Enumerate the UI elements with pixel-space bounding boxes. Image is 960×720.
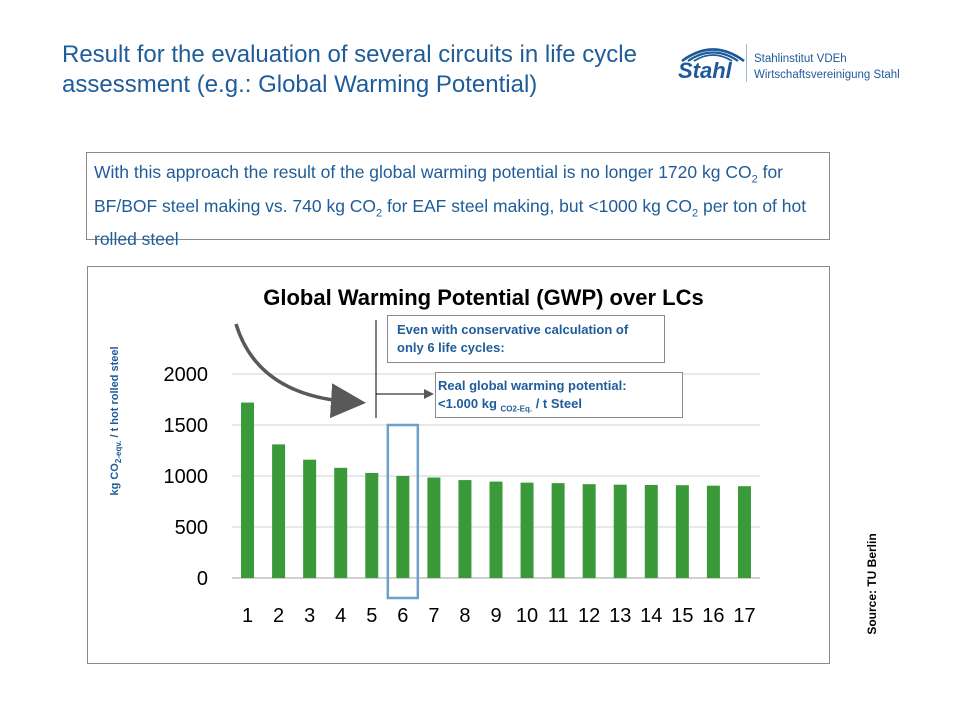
x-tick-label: 8 — [459, 605, 470, 627]
annotation-conservative: Even with conservative calculation of on… — [387, 315, 665, 363]
bar-11 — [551, 483, 565, 578]
x-tick-label: 2 — [273, 605, 284, 627]
bar-3 — [303, 459, 317, 578]
y-tick-label: 2000 — [164, 364, 209, 386]
y-tick-label: 500 — [175, 517, 208, 539]
x-tick-label: 11 — [548, 605, 569, 627]
summary-note: With this approach the result of the glo… — [86, 152, 830, 249]
x-tick-label: 16 — [702, 605, 724, 627]
logo-line-1: Stahlinstitut VDEh — [754, 53, 847, 65]
logo-divider — [746, 44, 747, 82]
logo-arc-icon — [681, 48, 745, 62]
bar-4 — [334, 467, 348, 578]
x-tick-label: 17 — [733, 605, 755, 627]
slide-title: Result for the evaluation of several cir… — [62, 41, 637, 98]
annotation-real-gwp-line2b: / t Steel — [532, 396, 582, 411]
curved-arrow-icon — [234, 323, 366, 419]
bar-17 — [737, 486, 751, 578]
annotation-real-gwp: Real global warming potential: <1.000 kg … — [435, 372, 683, 418]
bar-2 — [272, 444, 286, 578]
chart-frame: Global Warming Potential (GWP) over LCs … — [87, 266, 830, 664]
note-sub-1: 2 — [751, 173, 758, 186]
x-tick-label: 6 — [397, 605, 408, 627]
bar-16 — [706, 485, 720, 578]
note-text-2: for BF/BOF steel making vs. 740 kg CO — [94, 162, 784, 216]
x-tick-label: 4 — [335, 605, 346, 627]
bar-7 — [427, 477, 441, 578]
bar-13 — [613, 484, 627, 578]
y-tick-label: 1000 — [164, 466, 209, 488]
bar-8 — [458, 480, 472, 578]
y-tick-label: 1500 — [164, 415, 209, 437]
note-sub-3: 2 — [691, 207, 699, 219]
x-tick-label: 15 — [671, 605, 693, 627]
bar-6 — [396, 476, 410, 578]
stahl-logo: Stahl Stahlinstitut VDEh Wirtschaftsvere… — [676, 42, 906, 84]
logo-line-2: Wirtschaftsvereinigung Stahl — [754, 69, 900, 81]
bar-14 — [644, 484, 658, 578]
bar-5 — [365, 472, 379, 578]
bar-12 — [582, 484, 596, 578]
annotation-real-gwp-line2a: <1.000 kg — [438, 396, 501, 411]
bar-10 — [520, 482, 534, 578]
note-text-3: for EAF steel making, but <1000 kg CO — [382, 195, 692, 216]
note-text-1: With this approach the result of the glo… — [94, 162, 752, 182]
annotation-real-gwp-sub: CO2-Eq. — [500, 404, 533, 414]
note-text-4: per ton of hot rolled steel — [94, 195, 807, 250]
annotation-real-gwp-line1: Real global warming potential: — [438, 378, 627, 393]
bar-1 — [241, 402, 255, 578]
x-tick-label: 10 — [516, 605, 538, 627]
bar-15 — [675, 485, 689, 578]
x-tick-label: 13 — [609, 605, 631, 627]
x-tick-label: 14 — [640, 605, 662, 627]
x-tick-label: 9 — [490, 605, 501, 627]
source-label: Source: TU Berlin — [865, 533, 879, 635]
y-tick-label: 0 — [197, 568, 208, 590]
bar-9 — [489, 481, 503, 578]
logo-word: Stahl — [678, 58, 732, 83]
x-tick-label: 1 — [242, 605, 253, 627]
chart-title: Global Warming Potential (GWP) over LCs — [263, 285, 704, 310]
x-tick-label: 12 — [578, 605, 600, 627]
note-sub-2: 2 — [376, 207, 383, 219]
x-tick-label: 7 — [428, 605, 439, 627]
x-tick-label: 3 — [304, 605, 315, 627]
highlight-box — [386, 423, 420, 600]
x-tick-label: 5 — [366, 605, 377, 627]
